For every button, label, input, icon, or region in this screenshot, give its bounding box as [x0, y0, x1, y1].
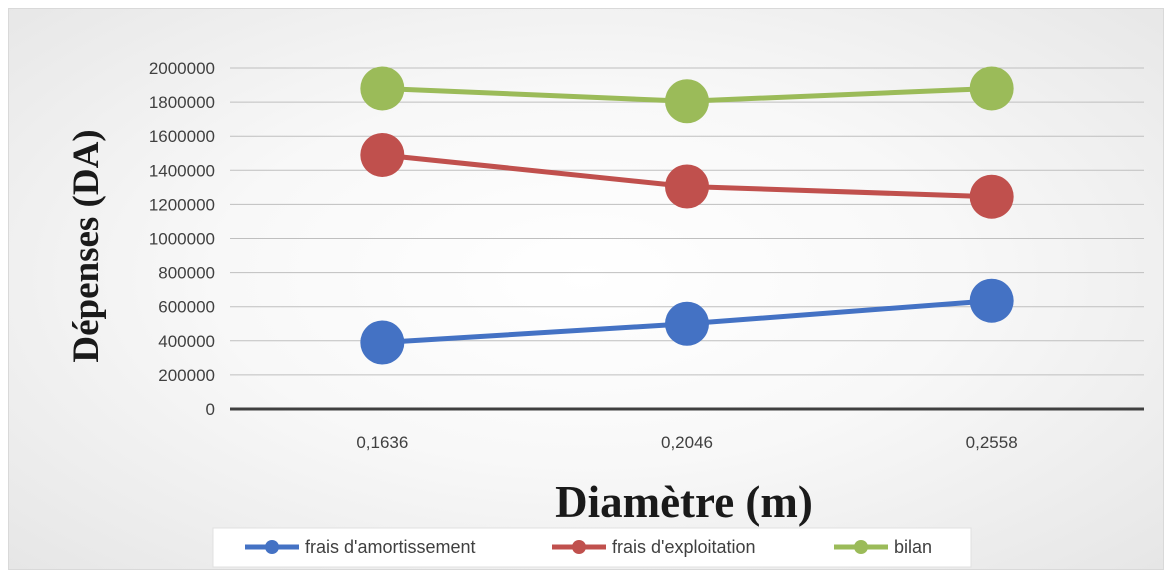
data-point	[665, 79, 709, 124]
series-1	[360, 132, 1014, 219]
y-tick-label: 2000000	[149, 59, 215, 78]
y-tick-label: 1600000	[149, 127, 215, 146]
legend-item: bilan	[834, 537, 932, 557]
x-tick-label: 0,1636	[356, 433, 408, 452]
y-tick-label: 800000	[158, 264, 215, 283]
x-axis-ticks: 0,1636 0,2046 0,2558	[356, 433, 1017, 452]
data-point	[969, 174, 1014, 219]
data-point	[969, 278, 1014, 323]
legend-swatch-marker	[265, 540, 279, 554]
data-point	[969, 66, 1014, 111]
x-tick-label: 0,2046	[661, 433, 713, 452]
y-tick-label: 0	[206, 400, 215, 419]
series	[360, 66, 1014, 365]
y-axis-title: Dépenses (DA)	[66, 129, 107, 362]
line-chart: 0 200000 400000 600000 800000 1000000 1200000 1…	[66, 59, 1144, 568]
y-tick-label: 1800000	[149, 93, 215, 112]
legend: frais d'amortissement frais d'exploitatio…	[245, 537, 932, 557]
data-point	[665, 164, 709, 209]
chart-area: 0 200000 400000 600000 800000 1000000 1200000 1…	[8, 8, 1164, 570]
legend-label: frais d'exploitation	[612, 537, 756, 557]
y-tick-label: 1400000	[149, 161, 215, 180]
y-tick-label: 200000	[158, 366, 215, 385]
legend-label: frais d'amortissement	[305, 537, 476, 557]
y-tick-label: 1200000	[149, 195, 215, 214]
y-axis-ticks: 0 200000 400000 600000 800000 1000000 1200000 1…	[149, 59, 215, 419]
data-point	[360, 320, 405, 365]
legend-swatch-marker	[854, 540, 868, 554]
data-point	[665, 301, 709, 346]
x-axis-title: Diamètre (m)	[555, 477, 813, 527]
series-2	[360, 66, 1014, 124]
legend-swatch-marker	[572, 540, 586, 554]
legend-label: bilan	[894, 537, 932, 557]
x-tick-label: 0,2558	[966, 433, 1018, 452]
legend-item: frais d'amortissement	[245, 537, 476, 557]
data-point	[360, 66, 405, 111]
legend-item: frais d'exploitation	[552, 537, 756, 557]
y-tick-label: 400000	[158, 332, 215, 351]
y-tick-label: 1000000	[149, 230, 215, 249]
y-tick-label: 600000	[158, 298, 215, 317]
series-0	[360, 278, 1014, 365]
data-point	[360, 132, 405, 177]
